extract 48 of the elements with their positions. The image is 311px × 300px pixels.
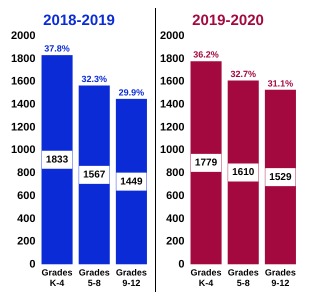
y-tick-label: 1400 [10,98,36,111]
y-tick-label: 1200 [160,121,184,134]
data-label: 1610 [232,167,255,178]
data-label: 1449 [120,176,143,188]
y-tick-label: 200 [17,236,36,248]
y-tick-label: 1400 [160,98,184,111]
annotation: 32.3% [81,74,107,84]
bar [42,55,73,264]
y-tick-label: 1000 [160,144,184,156]
y-tick-label: 0 [178,258,184,270]
x-tick-label: Grades 5-8 [228,267,259,288]
x-tick-label: Grades 5-8 [78,267,110,288]
y-tick-label: 0 [29,258,36,270]
y-tick-label: 1000 [10,144,36,156]
x-tick-label: Grades K-4 [190,267,222,288]
y-tick-label: 1800 [160,52,184,65]
y-tick-label: 400 [17,212,36,225]
y-tick-label: 400 [166,212,184,225]
x-tick-label: Grades K-4 [42,267,73,288]
y-tick-label: 1200 [10,121,36,134]
bar [78,85,110,264]
y-tick-label: 800 [17,167,36,180]
data-label: 1567 [83,170,106,181]
y-tick-label: 200 [166,236,184,248]
annotation: 32.7% [230,69,256,80]
annotation: 31.1% [268,78,294,88]
y-tick-label: 1600 [160,76,184,88]
x-tick-label: Grades 9-12 [264,267,296,288]
y-tick-label: 2000 [160,30,184,42]
x-tick-label: Grades 9-12 [116,267,147,288]
y-tick-label: 600 [17,190,36,202]
y-tick-label: 1800 [10,52,36,65]
chart-title: 2018-2019 [43,12,115,30]
data-label: 1833 [46,154,69,166]
annotation: 37.8% [44,44,70,54]
y-tick-label: 600 [166,190,184,202]
chart-title: 2019-2020 [192,12,264,30]
data-label: 1779 [194,158,218,169]
data-label: 1529 [269,172,292,183]
bar [116,98,147,264]
bar [190,61,222,264]
annotation: 29.9% [118,87,144,98]
annotation: 36.2% [193,50,219,60]
bar [228,80,259,264]
y-tick-label: 2000 [10,30,36,42]
bar [264,90,296,264]
y-tick-label: 1600 [10,76,36,88]
y-tick-label: 800 [166,167,184,180]
